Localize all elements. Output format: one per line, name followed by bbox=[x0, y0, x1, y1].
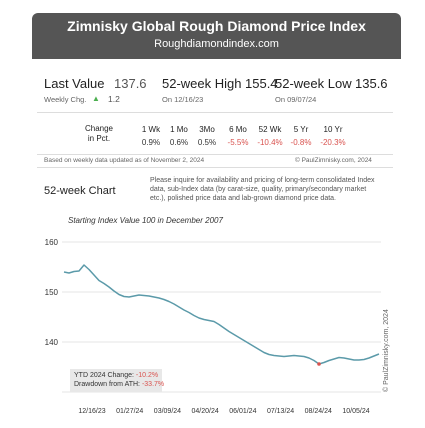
last-value-label: Last Value bbox=[44, 76, 105, 91]
last-value: 137.6 bbox=[114, 76, 147, 91]
period-value: 0.5% bbox=[197, 138, 217, 147]
low-label: 52-week Low bbox=[275, 76, 352, 91]
high-label: 52-week High bbox=[162, 76, 242, 91]
index-card: Zimnisky Global Rough Diamond Price Inde… bbox=[32, 13, 401, 415]
low-point-marker bbox=[317, 362, 321, 366]
y-tick-label: 150 bbox=[45, 288, 59, 297]
x-tick-label: 07/13/24 bbox=[267, 408, 294, 415]
low-value: 135.6 bbox=[355, 76, 388, 91]
period-header: 1 Mo bbox=[170, 125, 188, 134]
period-value: -20.3% bbox=[320, 138, 346, 147]
ath-stat: Drawdown from ATH: -33.7% bbox=[74, 381, 164, 388]
change-label-line2: in Pct. bbox=[87, 134, 111, 143]
x-tick-label: 12/16/23 bbox=[78, 408, 105, 415]
inquiry-text: Please inquire for availability and pric… bbox=[150, 177, 375, 202]
high-date: On 12/16/23 bbox=[162, 95, 204, 104]
series-group bbox=[63, 264, 380, 366]
period-header: 5 Yr bbox=[293, 125, 309, 134]
period-value: -5.5% bbox=[227, 138, 249, 147]
x-tick-label: 06/01/24 bbox=[229, 408, 256, 415]
chart-watermark: © PaulZimnisky.com, 2024 bbox=[383, 309, 390, 392]
weekly-change-value: 1.2 bbox=[108, 94, 120, 104]
divider bbox=[37, 154, 393, 155]
x-tick-label: 04/20/24 bbox=[192, 408, 219, 415]
up-arrow-icon: ▲ bbox=[92, 94, 100, 103]
period-header: 1 Wk bbox=[141, 125, 161, 134]
low-date: On 09/07/24 bbox=[275, 95, 317, 104]
period-value: 0.6% bbox=[169, 138, 189, 147]
ytd-label: YTD 2024 Change: bbox=[74, 372, 134, 379]
ath-label: Drawdown from ATH: bbox=[74, 381, 140, 388]
header-banner: Zimnisky Global Rough Diamond Price Inde… bbox=[32, 13, 401, 59]
change-label: Change in Pct. bbox=[74, 124, 124, 144]
x-axis-ticks: 12/16/23 01/27/24 03/09/24 04/20/24 06/01/24… bbox=[78, 408, 369, 415]
x-tick-label: 03/09/24 bbox=[154, 408, 181, 415]
high-value: 155.4 bbox=[245, 76, 278, 91]
chart-subtitle: Starting Index Value 100 in December 200… bbox=[68, 216, 223, 225]
period-value: 0.9% bbox=[141, 138, 161, 147]
ytd-value: -10.2% bbox=[135, 372, 159, 379]
ytd-stat: YTD 2024 Change: -10.2% bbox=[74, 372, 158, 379]
stats-box: YTD 2024 Change: -10.2% Drawdown from AT… bbox=[70, 369, 164, 392]
period-header: 6 Mo bbox=[229, 125, 247, 134]
y-axis-ticks: 140 150 160 bbox=[45, 238, 59, 347]
page-title: Zimnisky Global Rough Diamond Price Inde… bbox=[67, 18, 366, 34]
update-footnote: Based on weekly data updated as of Novem… bbox=[44, 157, 205, 164]
series-line bbox=[63, 264, 380, 365]
copyright: © PaulZimnisky.com, 2024 bbox=[295, 157, 372, 164]
weekly-change-label: Weekly Chg. bbox=[44, 95, 87, 104]
x-tick-label: 01/27/24 bbox=[116, 408, 143, 415]
y-tick-label: 140 bbox=[45, 338, 59, 347]
divider bbox=[37, 112, 393, 113]
period-header: 52 Wk bbox=[258, 125, 282, 134]
site-link[interactable]: Roughdiamondindex.com bbox=[154, 38, 279, 50]
change-label-line1: Change bbox=[84, 124, 114, 133]
chart-title: 52-week Chart bbox=[44, 185, 116, 197]
x-tick-label: 08/24/24 bbox=[305, 408, 332, 415]
divider bbox=[37, 167, 393, 168]
period-header: 3Mo bbox=[199, 125, 215, 134]
ath-value: -33.7% bbox=[141, 381, 165, 388]
period-value: -0.8% bbox=[290, 138, 312, 147]
period-value: -10.4% bbox=[257, 138, 283, 147]
x-tick-label: 10/05/24 bbox=[342, 408, 369, 415]
period-header: 10 Yr bbox=[323, 125, 343, 134]
y-tick-label: 160 bbox=[45, 238, 59, 247]
